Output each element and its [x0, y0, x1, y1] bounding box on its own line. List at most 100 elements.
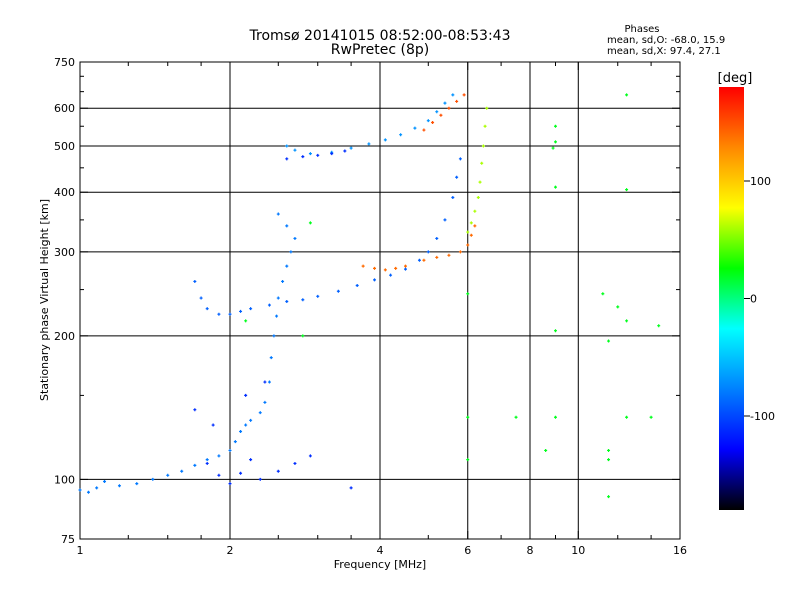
data-point-1-6: [276, 469, 280, 473]
data-point-8-24: [301, 334, 305, 338]
data-point-3-11: [473, 224, 477, 228]
series-0: [78, 212, 297, 494]
data-point-7-2: [439, 113, 443, 117]
chart-subtitle: RwPretec (8p): [331, 42, 429, 58]
data-point-2-18: [435, 236, 439, 240]
data-point-1-0: [205, 461, 209, 465]
data-point-2-20: [451, 195, 455, 199]
data-point-1-12: [244, 393, 248, 397]
colorbar-tick-label--100: -100: [750, 410, 775, 423]
x-tick-label-2: 2: [227, 544, 234, 557]
colorbar-label: [deg]: [718, 71, 753, 86]
data-point-3-5: [422, 258, 426, 262]
data-point-8-3: [553, 185, 557, 189]
data-point-8-22: [466, 292, 470, 296]
colorbar-tick-label-0: 0: [750, 293, 757, 306]
data-point-7-4: [455, 99, 459, 103]
data-point-5-10: [435, 110, 439, 114]
data-point-2-1: [199, 296, 203, 300]
data-point-8-23: [244, 319, 248, 323]
data-point-1-13: [263, 380, 267, 384]
data-point-1-11: [211, 423, 215, 427]
data-point-2-7: [267, 303, 271, 307]
data-point-5-0: [285, 144, 289, 148]
data-point-2-0: [193, 279, 197, 283]
data-point-7-0: [422, 128, 426, 132]
series-7: [422, 93, 466, 132]
data-point-3-6: [435, 255, 439, 259]
data-point-2-11: [336, 289, 340, 293]
data-point-4-0: [466, 230, 470, 234]
data-point-1-8: [308, 454, 312, 458]
data-point-4-6: [481, 144, 485, 148]
data-point-1-2: [228, 482, 232, 486]
data-point-0-2: [95, 486, 99, 490]
data-point-2-16: [417, 258, 421, 262]
data-point-8-4: [625, 93, 629, 97]
data-point-2-13: [373, 278, 377, 282]
grid-lines: [80, 62, 680, 539]
x-tick-label-6: 6: [464, 544, 471, 557]
y-tick-label-400: 400: [54, 186, 75, 199]
data-point-5-4: [349, 146, 353, 150]
colorbar: [719, 87, 744, 510]
series-3: [361, 224, 477, 272]
data-point-2-3: [217, 312, 221, 316]
x-tick-label-1: 1: [77, 544, 84, 557]
x-tick-label-4: 4: [377, 544, 384, 557]
series-5: [285, 93, 455, 156]
data-point-7-5: [462, 93, 466, 97]
data-point-0-18: [263, 400, 267, 404]
data-point-1-4: [249, 458, 253, 462]
x-axis-label: Frequency [MHz]: [334, 558, 426, 571]
data-point-5-5: [367, 142, 371, 146]
data-point-0-16: [249, 418, 253, 422]
data-point-3-10: [469, 233, 473, 237]
data-point-8-7: [616, 305, 620, 309]
data-point-0-22: [275, 314, 279, 318]
data-point-1-1: [217, 473, 221, 477]
data-point-2-2: [205, 307, 209, 311]
data-point-4-4: [478, 180, 482, 184]
legend-line-o: mean, sd,O: -68.0, 15.9: [607, 35, 725, 46]
data-point-0-11: [217, 454, 221, 458]
data-point-0-21: [272, 334, 276, 338]
data-point-8-0: [553, 124, 557, 128]
data-point-8-12: [553, 415, 557, 419]
data-point-5-2: [308, 152, 312, 156]
data-point-0-23: [276, 296, 280, 300]
data-point-0-27: [293, 236, 297, 240]
data-point-1-3: [239, 471, 243, 475]
data-point-0-28: [285, 224, 289, 228]
data-point-8-14: [544, 448, 548, 452]
series-6: [285, 149, 347, 161]
series-2: [193, 157, 462, 316]
data-point-8-20: [466, 458, 470, 462]
data-point-8-19: [607, 495, 611, 499]
series-4: [466, 106, 489, 234]
data-point-8-16: [607, 458, 611, 462]
data-point-1-7: [293, 461, 297, 465]
data-point-3-3: [394, 266, 398, 270]
data-point-2-19: [443, 218, 447, 222]
data-point-3-7: [447, 253, 451, 257]
y-tick-label-600: 600: [54, 102, 75, 115]
data-point-2-12: [355, 283, 359, 287]
y-tick-label-300: 300: [54, 246, 75, 259]
colorbar-tick-label-100: 100: [750, 175, 771, 188]
y-tick-label-100: 100: [54, 473, 75, 486]
data-point-0-15: [244, 423, 248, 427]
data-point-4-3: [476, 195, 480, 199]
data-point-2-15: [403, 267, 407, 271]
data-point-3-9: [466, 243, 470, 247]
data-point-5-6: [383, 138, 387, 142]
x-tick-label-10: 10: [571, 544, 585, 557]
data-point-0-8: [180, 469, 184, 473]
data-point-0-10: [205, 458, 209, 462]
data-point-1-9: [349, 486, 353, 490]
data-point-5-12: [451, 93, 455, 97]
data-point-5-8: [413, 126, 417, 130]
data-point-7-3: [447, 106, 451, 110]
y-tick-label-750: 750: [54, 56, 75, 69]
data-point-8-6: [601, 292, 605, 296]
